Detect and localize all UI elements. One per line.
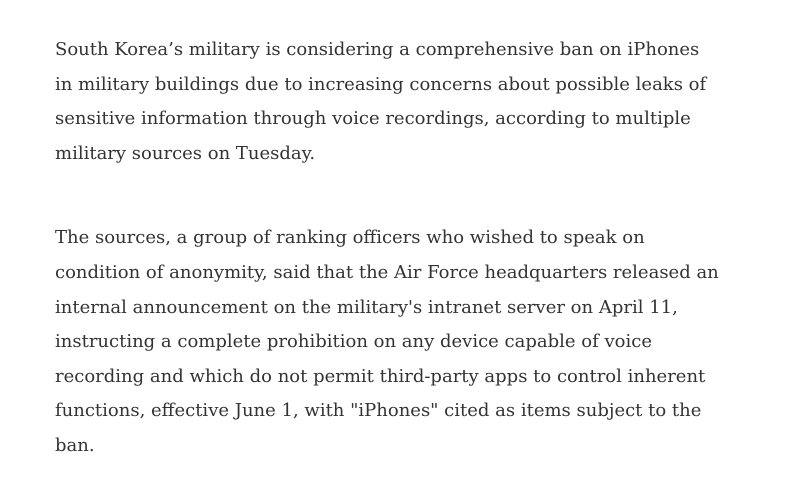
text-line: condition of anonymity, said that the Ai… (55, 261, 719, 283)
text-line: instructing a complete prohibition on an… (55, 331, 652, 353)
text-line: functions, effective June 1, with "iPhon… (55, 400, 702, 422)
text-line: recording and which do not permit third-… (55, 365, 706, 387)
text-line: military sources on Tuesday. (55, 142, 316, 164)
text-line: ban. (55, 434, 95, 456)
text-line: South Korea’s military is considering a … (55, 39, 700, 60)
text-line: in military buildings due to increasing … (55, 73, 707, 95)
paragraph-1: South Korea’s military is considering a … (55, 33, 775, 171)
text-line: The sources, a group of ranking officers… (55, 227, 645, 249)
paragraph-2: The sources, a group of ranking officers… (55, 221, 775, 463)
article-body: South Korea’s military is considering a … (55, 33, 775, 464)
text-line: sensitive information through voice reco… (55, 108, 691, 130)
text-line: internal announcement on the military's … (55, 296, 678, 318)
